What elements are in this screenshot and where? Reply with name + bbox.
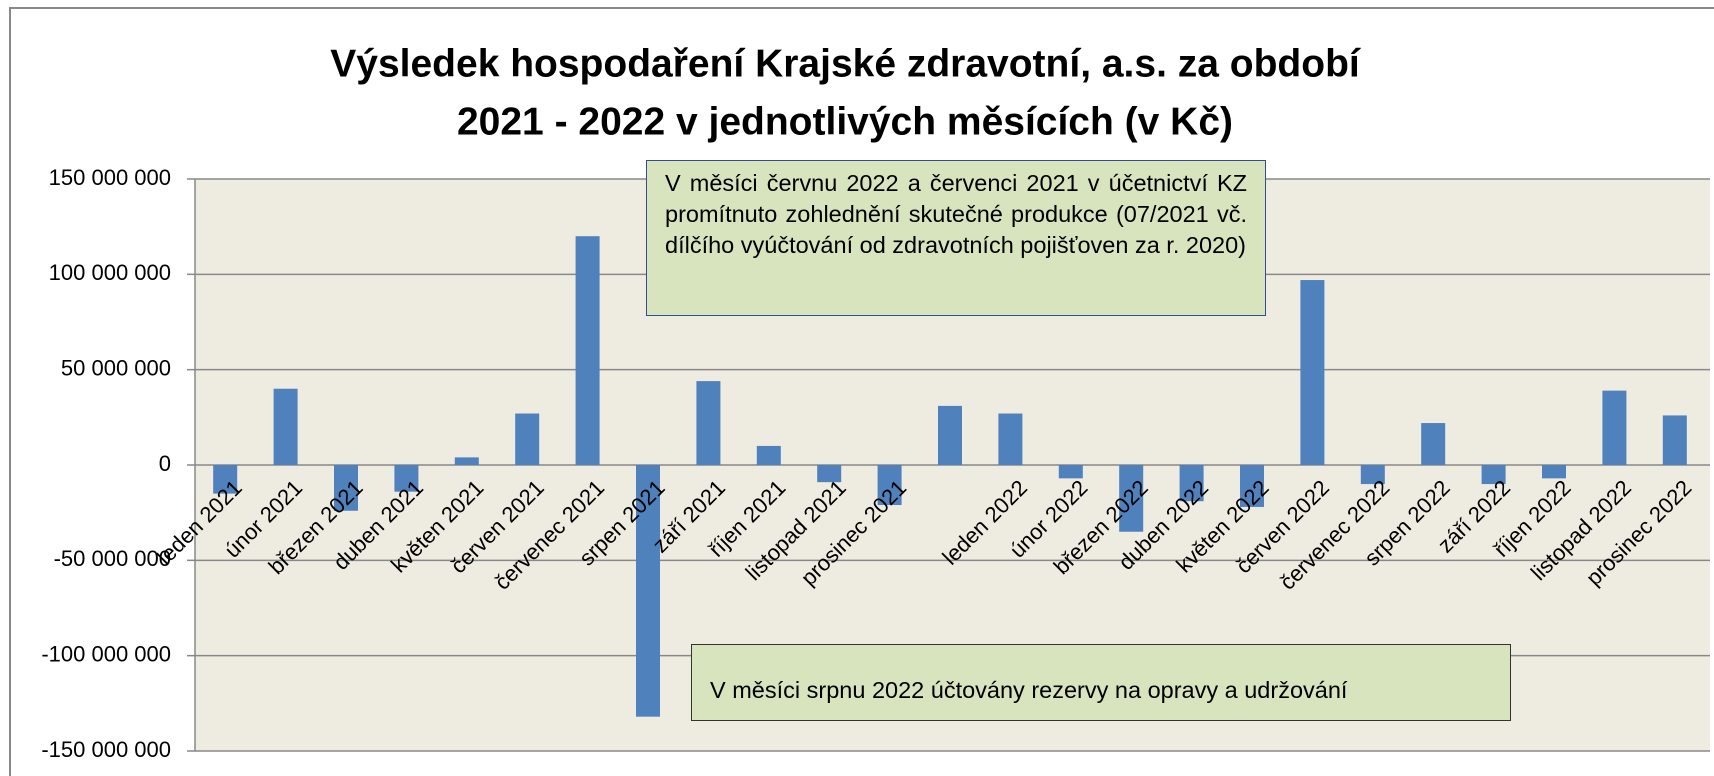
- chart-title: 2021 - 2022 v jednotlivých měsících (v K…: [457, 100, 1233, 143]
- bar: [817, 465, 842, 483]
- bar: [1421, 423, 1446, 465]
- y-tick-label: 0: [159, 451, 171, 476]
- bar: [636, 465, 660, 717]
- bar: [1602, 390, 1627, 465]
- bar: [1058, 465, 1083, 479]
- y-tick-label: -150 000 000: [41, 737, 171, 762]
- bar: [213, 465, 238, 494]
- bar: [1119, 465, 1144, 532]
- y-tick-label: -50 000 000: [54, 546, 171, 571]
- bar: [273, 388, 298, 465]
- y-tick-label: 50 000 000: [61, 355, 171, 380]
- bar: [575, 236, 600, 465]
- annotation: V měsíci srpnu 2022 účtovány rezervy na …: [691, 644, 1511, 721]
- bar: [1300, 280, 1325, 465]
- bar: [696, 381, 721, 465]
- y-tick-label: -100 000 000: [41, 641, 171, 666]
- bar: [756, 445, 781, 465]
- bar: [877, 465, 902, 506]
- y-tick-label: 150 000 000: [49, 165, 171, 190]
- y-tick-label: 100 000 000: [49, 260, 171, 285]
- bar: [1240, 465, 1264, 507]
- bar: [394, 465, 419, 492]
- bar: [998, 413, 1023, 465]
- bar: [1542, 465, 1566, 479]
- annotation: V měsíci červnu 2022 a červenci 2021 v ú…: [646, 160, 1266, 316]
- bar: [334, 465, 358, 511]
- bar: [1662, 415, 1687, 465]
- bar: [1360, 465, 1385, 485]
- bar: [515, 413, 540, 465]
- bar: [1179, 465, 1204, 502]
- bar: [454, 457, 479, 465]
- bar: [938, 405, 962, 465]
- chart-title: Výsledek hospodaření Krajské zdravotní, …: [330, 42, 1361, 85]
- bar: [1481, 465, 1506, 485]
